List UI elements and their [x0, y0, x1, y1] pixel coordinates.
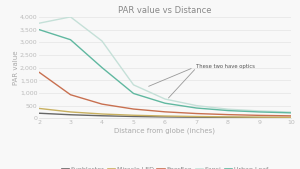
Urban Leaf: [226, 110, 230, 112]
Line: EnerEco: EnerEco: [39, 72, 291, 116]
Sansi: [132, 84, 135, 86]
Urban Leaf: [163, 102, 167, 104]
Miracle LED: [289, 116, 293, 118]
Miracle LED: [195, 116, 198, 118]
Y-axis label: PAR value: PAR value: [13, 50, 19, 85]
Sunblaster: [195, 116, 198, 118]
Sunblaster: [258, 117, 261, 119]
Line: Sansi: Sansi: [39, 17, 291, 112]
Sansi: [163, 98, 167, 100]
Sansi: [37, 22, 41, 24]
Sansi: [69, 16, 72, 18]
EnerEco: [132, 108, 135, 110]
Miracle LED: [69, 111, 72, 113]
EnerEco: [69, 94, 72, 96]
X-axis label: Distance from globe (inches): Distance from globe (inches): [115, 127, 215, 134]
Sunblaster: [289, 117, 293, 119]
Urban Leaf: [258, 111, 261, 113]
Text: These two have optics: These two have optics: [149, 64, 256, 86]
Legend: Sunblaster, Miracle LED, EnerEco, Sansi, Urban Leaf: Sunblaster, Miracle LED, EnerEco, Sansi,…: [59, 164, 271, 169]
Sunblaster: [226, 116, 230, 118]
Sunblaster: [100, 115, 104, 117]
Line: Miracle LED: Miracle LED: [39, 108, 291, 117]
Urban Leaf: [132, 92, 135, 94]
EnerEco: [289, 115, 293, 117]
Urban Leaf: [195, 107, 198, 109]
Urban Leaf: [289, 112, 293, 114]
Sunblaster: [163, 116, 167, 118]
Line: Sunblaster: Sunblaster: [39, 113, 291, 118]
Sansi: [195, 105, 198, 107]
Title: PAR value vs Distance: PAR value vs Distance: [118, 6, 212, 15]
EnerEco: [100, 103, 104, 105]
Sunblaster: [132, 115, 135, 117]
Miracle LED: [132, 114, 135, 116]
Sansi: [258, 110, 261, 112]
Sansi: [100, 40, 104, 42]
Sunblaster: [37, 112, 41, 114]
EnerEco: [37, 71, 41, 73]
Urban Leaf: [37, 29, 41, 31]
Miracle LED: [258, 116, 261, 118]
EnerEco: [163, 111, 167, 113]
Miracle LED: [100, 113, 104, 115]
Miracle LED: [37, 107, 41, 110]
Miracle LED: [226, 116, 230, 118]
Sansi: [289, 111, 293, 113]
Miracle LED: [163, 115, 167, 117]
Line: Urban Leaf: Urban Leaf: [39, 30, 291, 113]
EnerEco: [226, 114, 230, 116]
Urban Leaf: [69, 39, 72, 41]
Sunblaster: [69, 114, 72, 116]
Sansi: [226, 108, 230, 110]
EnerEco: [195, 113, 198, 115]
Urban Leaf: [100, 67, 104, 69]
EnerEco: [258, 114, 261, 116]
